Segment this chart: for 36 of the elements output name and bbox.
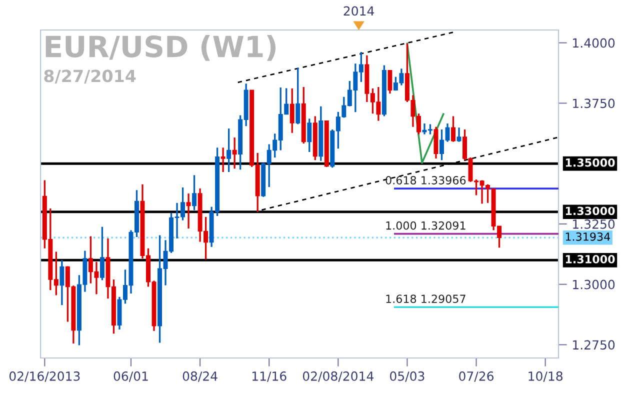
- annotation: 0.618 1.33966: [386, 176, 466, 184]
- candlestick: [290, 88, 294, 134]
- candlestick: [220, 146, 226, 173]
- ref-line-label: 1.31000: [566, 255, 615, 264]
- candlestick: [60, 259, 64, 306]
- candlestick: [456, 126, 462, 143]
- candlestick: [388, 70, 392, 94]
- x-tick-label: 08/24: [182, 371, 218, 382]
- x-tick-label: 06/01: [114, 371, 148, 382]
- candlestick: [232, 136, 237, 170]
- candlestick: [192, 174, 197, 212]
- candlestick: [307, 118, 312, 153]
- ref-line-label: 1.35000: [566, 158, 615, 167]
- ref-line-label: 1.33000: [566, 206, 615, 216]
- y-tick-label: 1.3000: [573, 280, 615, 290]
- y-tick-label: 1.3750: [573, 98, 615, 108]
- x-tick-label: 11/16: [252, 371, 286, 382]
- x-tick-label: 05/03: [390, 371, 424, 382]
- y-tick-label: 1.3250: [573, 219, 615, 229]
- y-tick-label: 1.2750: [573, 340, 615, 350]
- annotation: 1.000 1.32091: [386, 221, 466, 230]
- candlestick: [186, 192, 191, 230]
- x-tick-label: 10/18: [528, 371, 562, 382]
- x-tick-label: 02/16/2013: [9, 371, 80, 382]
- ref-line-label: 1.31934: [566, 232, 610, 241]
- x-tick-label: 07/26: [459, 371, 494, 382]
- chart-title: EUR/USD (W1): [46, 34, 276, 61]
- y-tick-label: 1.4000: [573, 38, 615, 48]
- text: 8/27/2014: [44, 70, 136, 84]
- candlestick: [100, 226, 104, 282]
- candlestick: [226, 128, 232, 173]
- annotation: 1.618 1.29057: [386, 294, 466, 304]
- x-tick-label: 02/08/2014: [302, 371, 374, 382]
- candlestick: [451, 115, 456, 143]
- text: 2014: [344, 6, 374, 16]
- candlestick: [296, 66, 300, 126]
